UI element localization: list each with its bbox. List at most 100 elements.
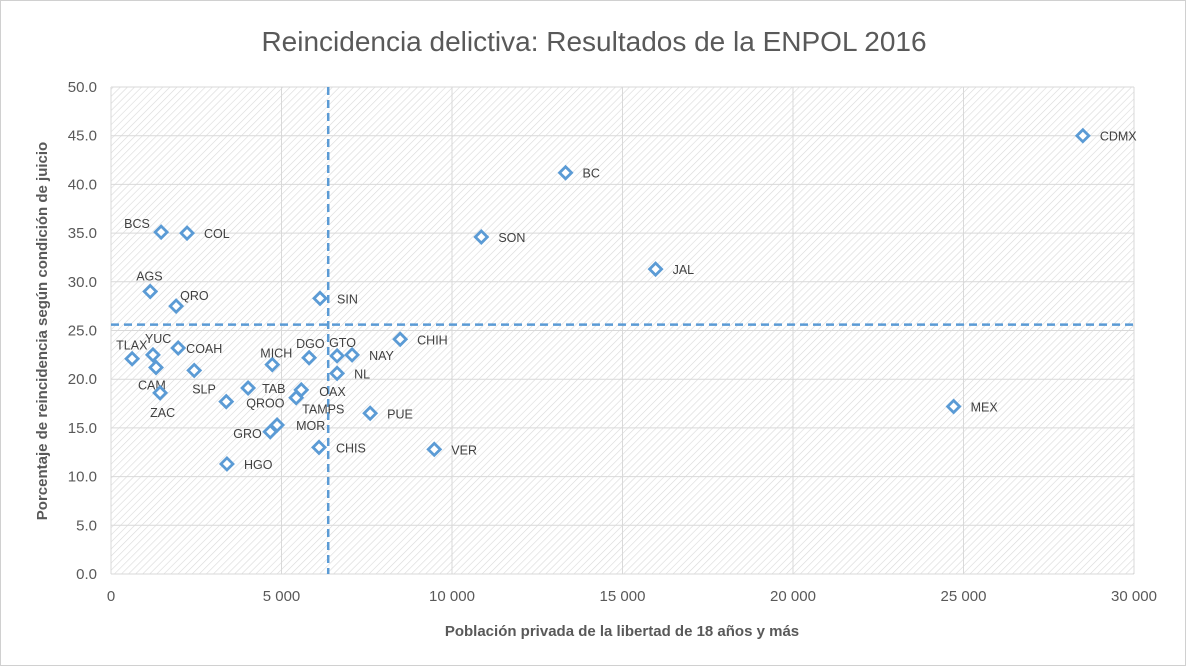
point-marker bbox=[344, 346, 361, 363]
data-point: GTO bbox=[329, 336, 356, 364]
data-point: BC bbox=[557, 164, 600, 181]
point-marker bbox=[262, 423, 279, 440]
point-marker bbox=[312, 290, 329, 307]
chart-title: Reincidencia delictiva: Resultados de la… bbox=[261, 26, 926, 57]
y-tick-label: 50.0 bbox=[68, 79, 97, 96]
x-axis-label: Población privada de la libertad de 18 a… bbox=[445, 623, 799, 640]
point-label: CHIS bbox=[336, 441, 366, 455]
data-point: ZAC bbox=[150, 384, 175, 420]
point-marker bbox=[240, 379, 257, 396]
data-point: NL bbox=[329, 365, 370, 382]
point-marker bbox=[426, 441, 443, 458]
data-point: DGO bbox=[296, 337, 325, 366]
data-point: MICH bbox=[260, 347, 292, 373]
point-marker bbox=[473, 229, 490, 245]
point-label: AGS bbox=[136, 270, 162, 284]
data-point: AGS bbox=[136, 270, 163, 300]
data-point: HGO bbox=[218, 455, 273, 472]
point-marker bbox=[153, 224, 170, 241]
point-label: SLP bbox=[192, 382, 216, 396]
x-tick-label: 20 000 bbox=[770, 588, 816, 605]
point-marker bbox=[144, 346, 161, 363]
x-tick-label: 15 000 bbox=[600, 588, 646, 605]
data-point: GRO bbox=[233, 423, 279, 441]
point-marker bbox=[179, 225, 196, 242]
data-point: VER bbox=[426, 441, 477, 458]
point-label: COL bbox=[204, 227, 230, 241]
data-point: QRO bbox=[168, 289, 209, 315]
y-axis-label: Porcentaje de reincidencia según condici… bbox=[34, 142, 51, 520]
point-marker bbox=[329, 365, 346, 382]
x-tick-label: 0 bbox=[107, 588, 115, 605]
point-label: BCS bbox=[124, 217, 150, 231]
point-label: ZAC bbox=[150, 406, 175, 420]
point-label: OAX bbox=[319, 385, 346, 399]
data-point: PUE bbox=[362, 405, 413, 422]
point-marker bbox=[152, 384, 169, 401]
y-tick-label: 10.0 bbox=[68, 469, 97, 486]
point-marker bbox=[264, 356, 281, 373]
y-tick-label: 45.0 bbox=[68, 128, 97, 145]
y-tick-label: 40.0 bbox=[68, 176, 97, 193]
data-point: SON bbox=[473, 229, 525, 245]
point-label: GTO bbox=[329, 336, 356, 350]
data-point: YUC bbox=[144, 332, 171, 363]
point-marker bbox=[288, 389, 305, 406]
x-tick-label: 10 000 bbox=[429, 588, 475, 605]
point-label: VER bbox=[451, 443, 477, 457]
y-tick-label: 25.0 bbox=[68, 323, 97, 340]
y-tick-label: 5.0 bbox=[76, 517, 97, 534]
point-label: QROO bbox=[246, 397, 284, 411]
point-label: CDMX bbox=[1100, 130, 1137, 144]
point-label: GRO bbox=[233, 427, 262, 441]
point-label: MOR bbox=[296, 419, 325, 433]
point-label: TAB bbox=[262, 382, 285, 396]
x-tick-label: 5 000 bbox=[263, 588, 301, 605]
data-point: QROO bbox=[218, 393, 285, 411]
point-label: DGO bbox=[296, 337, 325, 351]
data-point: SIN bbox=[312, 290, 358, 307]
point-marker bbox=[124, 350, 141, 367]
y-tick-label: 0.0 bbox=[76, 566, 97, 583]
data-point: TLAX bbox=[116, 339, 148, 367]
point-label: SIN bbox=[337, 292, 358, 306]
data-point: BCS bbox=[124, 217, 170, 241]
point-marker bbox=[557, 164, 574, 181]
data-point: TAB bbox=[240, 379, 285, 396]
data-point: TAMPS bbox=[288, 389, 344, 417]
point-label: MICH bbox=[260, 347, 292, 361]
point-label: NAY bbox=[369, 349, 394, 363]
point-label: YUC bbox=[145, 332, 171, 346]
point-label: MEX bbox=[971, 400, 999, 414]
data-point: CDMX bbox=[1074, 127, 1137, 144]
y-tick-label: 20.0 bbox=[68, 371, 97, 388]
point-label: COAH bbox=[186, 342, 222, 356]
point-marker bbox=[301, 349, 318, 366]
point-marker bbox=[392, 331, 409, 348]
point-label: TAMPS bbox=[302, 403, 344, 417]
y-tick-label: 30.0 bbox=[68, 274, 97, 291]
point-marker bbox=[218, 393, 235, 410]
data-point: COL bbox=[179, 225, 230, 242]
data-point: CHIH bbox=[392, 331, 448, 348]
data-point: COAH bbox=[170, 340, 222, 357]
point-marker bbox=[218, 455, 235, 472]
point-marker bbox=[170, 340, 187, 357]
data-point: MEX bbox=[945, 398, 999, 415]
point-marker bbox=[362, 405, 379, 422]
x-tick-label: 30 000 bbox=[1111, 588, 1157, 605]
x-tick-label: 25 000 bbox=[941, 588, 987, 605]
point-marker bbox=[329, 347, 346, 364]
y-tick-label: 35.0 bbox=[68, 225, 97, 242]
point-marker bbox=[647, 261, 664, 278]
data-point: NAY bbox=[344, 346, 395, 363]
point-label: TLAX bbox=[116, 339, 148, 353]
point-label: JAL bbox=[673, 263, 695, 277]
point-label: PUE bbox=[387, 407, 413, 421]
point-marker bbox=[168, 298, 185, 315]
y-tick-label: 15.0 bbox=[68, 420, 97, 437]
point-label: NL bbox=[354, 367, 370, 381]
point-marker bbox=[945, 398, 962, 415]
point-label: SON bbox=[498, 231, 525, 245]
